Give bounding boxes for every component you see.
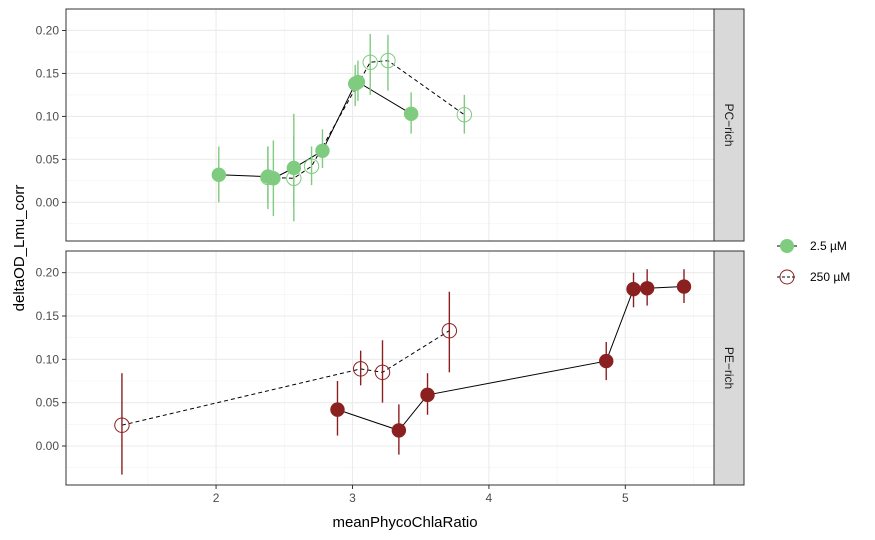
data-point-open: [362, 54, 378, 70]
x-tick-label: 5: [622, 491, 629, 505]
y-tick-label: 0.10: [36, 352, 60, 366]
x-axis-title: meanPhycoChlaRatio: [332, 514, 477, 531]
legend-label: 2.5 µM: [810, 239, 847, 253]
panel-2: PE−rich: [65, 250, 745, 486]
data-point-filled: [676, 279, 692, 294]
data-point-filled: [639, 281, 655, 296]
data-point-filled: [391, 423, 407, 438]
y-tick-label: 0.20: [36, 23, 60, 37]
data-point-filled: [330, 402, 345, 417]
data-point-filled: [211, 167, 226, 183]
y-tick-label: 0.00: [36, 439, 60, 453]
y-tick-label: 0.05: [36, 396, 60, 410]
legend: 2.5 µM 250 µM: [777, 239, 850, 285]
y-tick-label: 0.10: [36, 109, 60, 123]
series-line-2: [267, 60, 465, 179]
data-point-open: [441, 323, 458, 339]
data-point-filled: [403, 106, 419, 122]
data-point-open: [352, 361, 369, 377]
x-tick-label: 3: [349, 491, 356, 505]
y-axis-title: deltaOD_Lmu_corr: [11, 185, 28, 312]
facet-strip: [713, 8, 745, 242]
legend-label: 250 µM: [810, 270, 850, 284]
legend-key-marker: [780, 239, 794, 253]
y-tick-label: 0.05: [36, 152, 60, 166]
data-point-open: [380, 52, 396, 69]
data-point-open: [374, 364, 391, 381]
data-point-open: [286, 170, 302, 186]
panel-background: [66, 9, 714, 241]
y-tick-label: 0.15: [36, 66, 60, 80]
y-tick-label: 0.20: [36, 266, 60, 280]
data-point-filled: [420, 387, 435, 403]
data-point-open: [303, 158, 320, 174]
data-point-open: [114, 417, 130, 433]
panel-1: PC−rich: [65, 8, 745, 242]
data-point-filled: [626, 281, 641, 297]
data-point-open: [260, 169, 276, 186]
facet-strip: [713, 250, 745, 486]
x-tick-label: 2: [213, 491, 220, 505]
data-point-filled: [350, 74, 366, 90]
y-tick-label: 0.00: [36, 195, 60, 209]
series-line-2: [121, 330, 450, 426]
data-point-filled: [315, 143, 330, 158]
x-tick-label: 4: [486, 491, 493, 505]
data-point-filled: [599, 353, 614, 369]
axes-layer: 0.00 0.05 0.10 0.15 0.20 0.00 0.05 0.10 0.15 0.20…: [36, 23, 629, 505]
y-tick-label: 0.15: [36, 309, 60, 323]
data-point-filled: [266, 171, 281, 186]
panels-layer: PC−rich PE−rich: [65, 8, 745, 486]
legend-key-marker: [779, 269, 795, 285]
facet-strip-label: PE−rich: [722, 347, 736, 389]
data-point-open: [456, 106, 473, 123]
facet-strip-label: PC−rich: [722, 103, 736, 146]
